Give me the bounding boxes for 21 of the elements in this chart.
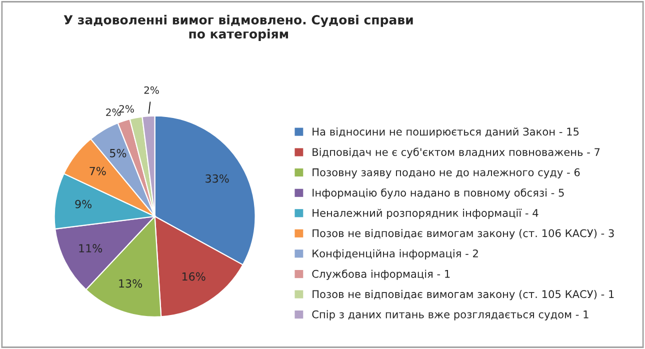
legend-label: Відповідач не є суб'єктом владних повноважень - 7 [312, 148, 600, 158]
legend-label: Інформацію було надано в повному обсязі - 5 [312, 188, 564, 199]
legend-label: Позов не відповідає вимогам закону (ст. 105 КАСУ) - 1 [312, 290, 614, 300]
legend-label: Позов не відповідає вимогам закону (ст. 106 КАСУ) - 3 [312, 229, 614, 240]
legend-label: Спір з даних питань вже розглядається судом - 1 [312, 310, 588, 320]
data-label: 13% [119, 279, 142, 288]
chart-title: У задоволенні вимог відмовлено. Судові справи по категоріям [64, 14, 413, 42]
legend-label: На відносини не поширюється даний Закон - 15 [312, 127, 579, 138]
data-label: 7% [90, 166, 106, 176]
legend-label: Службова інформація - 1 [312, 270, 450, 280]
data-label: 11% [79, 244, 102, 252]
legend-label: Неналежний розпорядник інформації - 4 [312, 208, 538, 219]
legend-label: Позовну заяву подано не до належного суду - 6 [312, 168, 580, 178]
data-label: 2% [144, 86, 159, 94]
data-label: 16% [182, 272, 206, 281]
data-label: 2% [106, 108, 121, 116]
data-label: 2% [119, 105, 134, 113]
data-label: 33% [206, 174, 229, 183]
legend-label: Конфіденційна інформація - 2 [312, 249, 478, 260]
data-label: 5% [110, 148, 126, 158]
data-label: 9% [75, 200, 92, 208]
